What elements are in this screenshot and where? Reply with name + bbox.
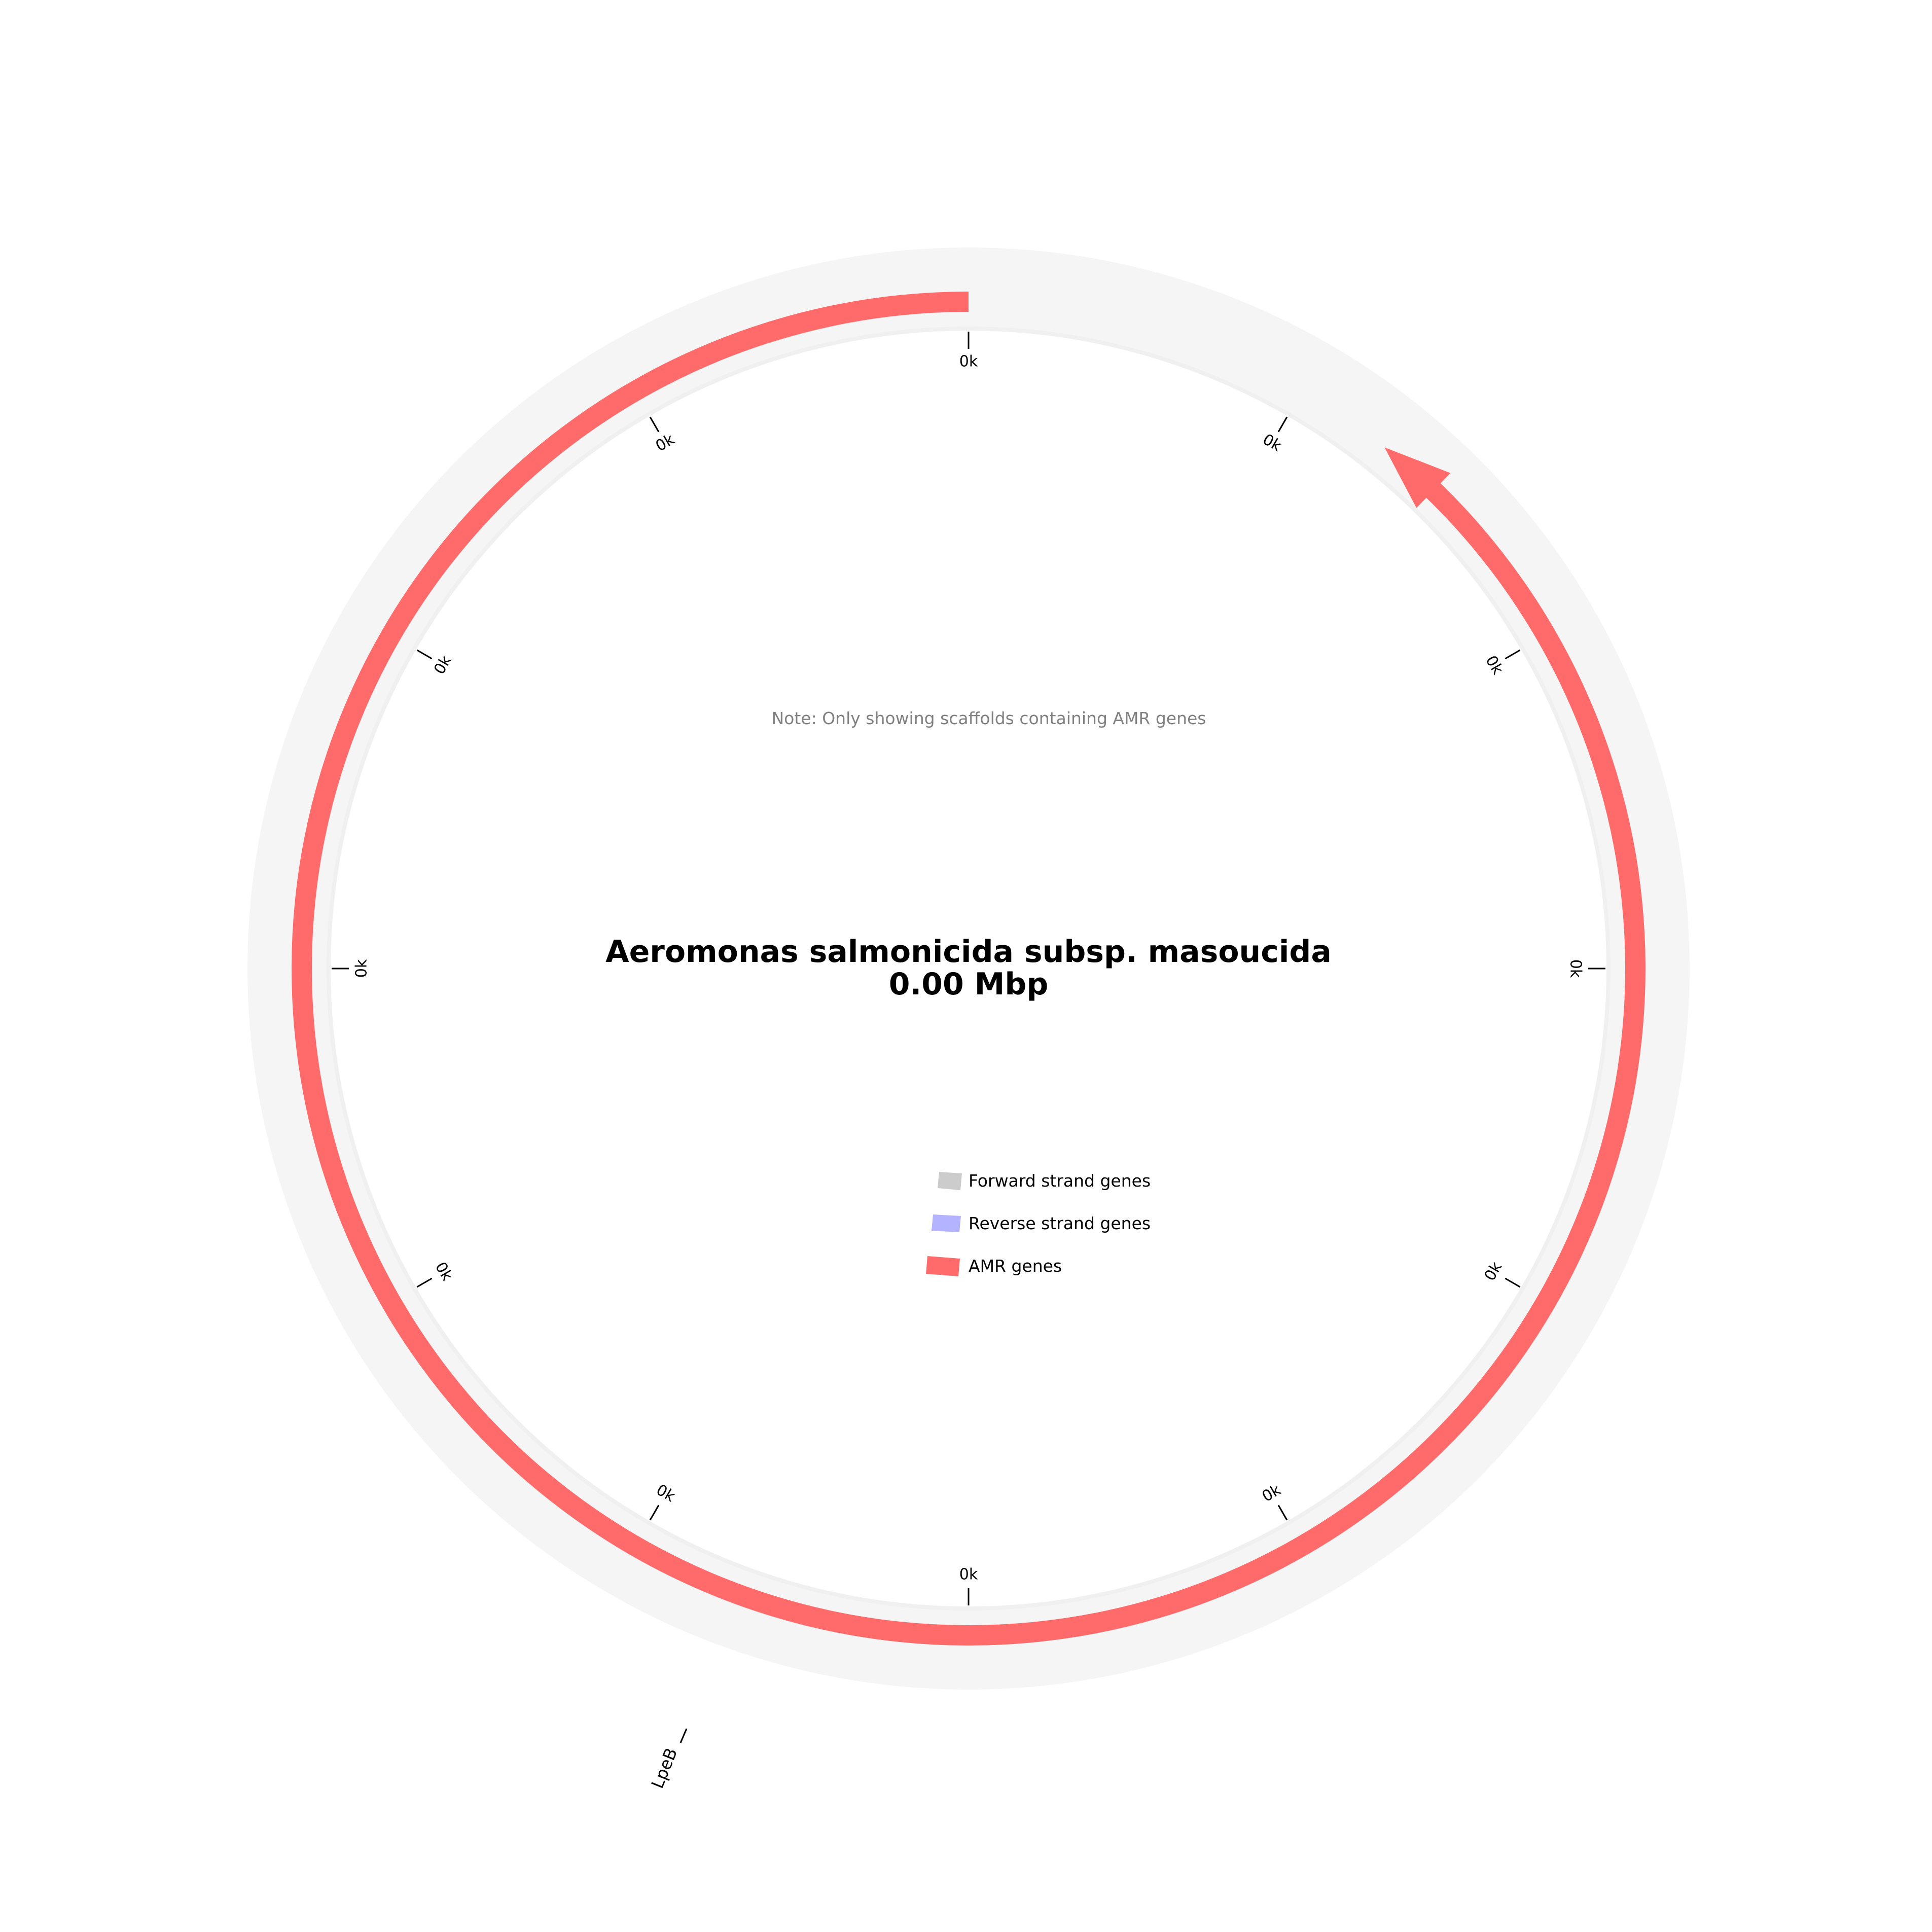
- tick-label: 0k: [653, 1481, 678, 1506]
- legend-label-forward: Forward strand genes: [969, 1171, 1151, 1191]
- tick-label: 0k: [1259, 1481, 1284, 1506]
- tick-label: 0k: [959, 353, 978, 371]
- genome-size: 0.00 Mbp: [889, 967, 1049, 1002]
- tick-label: 0k: [431, 652, 455, 677]
- tick-mark: [649, 1505, 660, 1521]
- legend: Forward strand genes Reverse strand gene…: [926, 1171, 1151, 1276]
- tick-label: 0k: [353, 959, 371, 978]
- amr-gene-arc[interactable]: [292, 292, 1645, 1645]
- tick-mark: [649, 416, 660, 433]
- tick-mark: [1277, 416, 1288, 433]
- inner-track-ring: [327, 327, 1611, 1611]
- tick-label: 0k: [1567, 959, 1585, 978]
- tick-label: 0k: [1482, 653, 1507, 678]
- gene-label-leader: [679, 1728, 688, 1743]
- scaffold-note: Note: Only showing scaffolds containing …: [771, 708, 1206, 728]
- gene-label-lpeb-group: LpeB: [647, 1728, 688, 1791]
- gene-label-lpeb[interactable]: LpeB: [647, 1745, 681, 1791]
- tick-label: 0k: [1481, 1259, 1506, 1284]
- legend-label-amr: AMR genes: [969, 1256, 1062, 1276]
- legend-swatch-reverse: [932, 1214, 961, 1232]
- genome-backbone-ring: [247, 247, 1690, 1690]
- organism-title: Aeromonas salmonicida subsp. masoucida: [605, 934, 1332, 970]
- tick-label: 0k: [959, 1566, 978, 1584]
- legend-swatch-amr: [926, 1256, 960, 1276]
- tick-mark: [1505, 1277, 1521, 1288]
- tick-mark: [1277, 1505, 1288, 1521]
- tick-label: 0k: [1260, 431, 1285, 455]
- legend-label-reverse: Reverse strand genes: [969, 1213, 1151, 1233]
- tick-label: 0k: [653, 431, 678, 455]
- tick-mark: [1505, 649, 1521, 660]
- tick-mark: [416, 1277, 433, 1288]
- tick-mark: [416, 649, 433, 660]
- legend-swatch-forward: [938, 1172, 962, 1190]
- amr-gene-arrowhead: [1384, 447, 1451, 508]
- tick-label: 0k: [432, 1259, 456, 1284]
